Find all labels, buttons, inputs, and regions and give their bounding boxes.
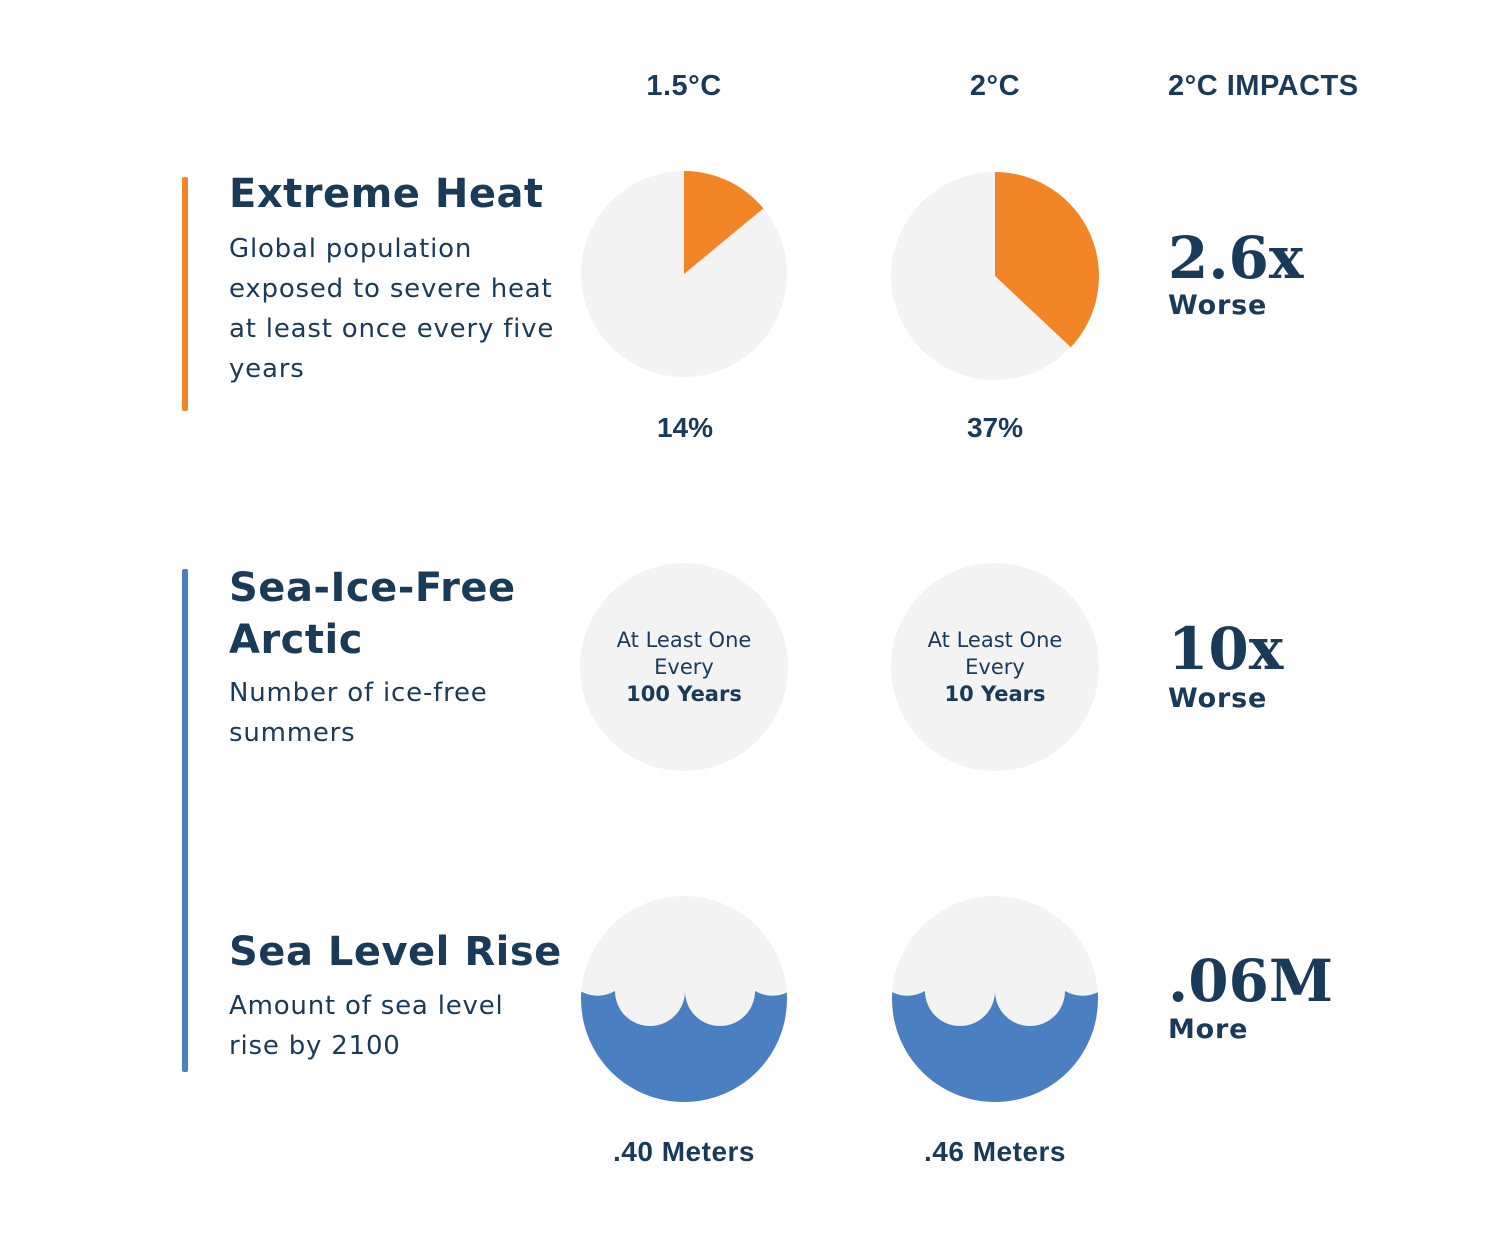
sea-level-impact-value: .06M — [1168, 947, 1334, 1015]
extreme-heat-value-2c: 37% — [966, 412, 1024, 443]
extreme-heat-pie-1-5c — [581, 171, 787, 377]
sea-ice-c2-line1: At Least One — [927, 627, 1063, 652]
extreme-heat-accent-bar — [182, 177, 188, 411]
sea-level-wave-1-5c — [581, 991, 787, 1102]
column-header-2c: 2°C — [969, 70, 1021, 102]
extreme-heat-value-1-5c: 14% — [656, 412, 714, 443]
sea-level-value-2c: .46 Meters — [924, 1136, 1066, 1167]
sea-level-value-1-5c: .40 Meters — [613, 1136, 755, 1167]
sea-ice-title-line1: Sea-Ice-Free — [229, 565, 516, 611]
sea-ice-impact-value: 10x — [1168, 615, 1284, 683]
sea-ice-c1-line3: 100 Years — [626, 681, 742, 706]
extreme-heat-pie-2c — [891, 172, 1099, 380]
pie-1-5c-slice-14pct — [684, 171, 764, 274]
column-header-impacts: 2°C IMPACTS — [1168, 70, 1359, 102]
sea-ice-c2-line3: 10 Years — [944, 681, 1046, 706]
sea-level-description: Amount of sea level rise by 2100 — [229, 991, 504, 1061]
sea-ice-title-line2: Arctic — [229, 617, 363, 663]
extreme-heat-description: Global population exposed to severe heat… — [229, 234, 555, 384]
sea-level-circle-1-5c — [581, 896, 787, 1102]
sea-level-circle-2c — [892, 896, 1098, 1102]
sea-level-title: Sea Level Rise — [229, 929, 562, 975]
sea-ice-c2-line2: Every — [965, 654, 1025, 679]
sea-ice-circle-1-5c: At Least One Every 100 Years — [580, 563, 788, 771]
sea-level-wave-2c — [892, 991, 1098, 1102]
sea-ice-title: Sea-Ice-Free Arctic — [229, 562, 569, 666]
sea-ice-c1-line2: Every — [654, 654, 714, 679]
extreme-heat-title: Extreme Heat — [229, 171, 544, 217]
extreme-heat-impact-label: Worse — [1168, 290, 1268, 321]
sea-ice-circle-2c: At Least One Every 10 Years — [891, 563, 1099, 771]
sea-ice-c1-line1: At Least One — [616, 627, 752, 652]
sea-ice-description: Number of ice-free summers — [229, 678, 488, 748]
sea-ice-impact-label: Worse — [1168, 683, 1268, 714]
pie-2c-slice-37pct — [995, 172, 1099, 348]
column-header-1-5c: 1.5°C — [646, 70, 722, 102]
extreme-heat-impact-value: 2.6x — [1168, 224, 1304, 292]
sea-level-impact-label: More — [1168, 1014, 1249, 1045]
sea-accent-bar — [182, 569, 188, 1072]
